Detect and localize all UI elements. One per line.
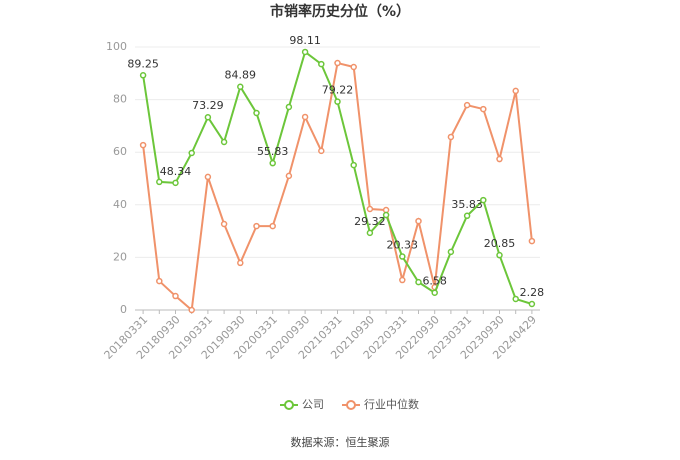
point bbox=[431, 289, 438, 296]
point bbox=[285, 103, 293, 111]
point bbox=[172, 179, 179, 187]
point bbox=[220, 138, 228, 146]
data-label: 55.83 bbox=[257, 145, 289, 158]
point bbox=[253, 109, 260, 117]
point bbox=[318, 60, 325, 68]
point bbox=[220, 220, 228, 228]
data-label: 84.89 bbox=[225, 69, 257, 82]
point bbox=[415, 217, 422, 225]
legend-label: 行业中位数 bbox=[364, 397, 419, 411]
data-label: 89.25 bbox=[127, 57, 159, 70]
point bbox=[350, 63, 357, 71]
point bbox=[237, 259, 244, 267]
point bbox=[350, 161, 357, 169]
point bbox=[463, 101, 471, 109]
point bbox=[480, 105, 487, 113]
y-tick-label: 60 bbox=[113, 145, 127, 158]
point bbox=[188, 149, 195, 157]
point bbox=[172, 292, 179, 300]
point bbox=[301, 113, 309, 121]
point bbox=[399, 276, 406, 284]
legend-marker bbox=[346, 400, 356, 410]
y-tick-label: 20 bbox=[113, 250, 127, 263]
point bbox=[512, 87, 519, 95]
point bbox=[269, 222, 276, 230]
point bbox=[253, 222, 260, 230]
point bbox=[301, 48, 309, 56]
point bbox=[463, 212, 471, 220]
point bbox=[139, 141, 147, 149]
point bbox=[528, 300, 536, 308]
point bbox=[480, 196, 487, 204]
data-label: 73.29 bbox=[192, 99, 224, 112]
point bbox=[447, 133, 455, 141]
y-tick-label: 40 bbox=[113, 198, 127, 211]
chart-title: 市销率历史分位（%） bbox=[270, 3, 410, 20]
point bbox=[269, 159, 276, 167]
point bbox=[156, 178, 163, 186]
y-tick-label: 80 bbox=[113, 93, 127, 106]
data-label: 35.83 bbox=[451, 198, 483, 211]
data-label: 6.58 bbox=[422, 275, 447, 288]
legend-label: 公司 bbox=[302, 398, 324, 411]
point bbox=[188, 306, 195, 314]
point bbox=[496, 251, 503, 259]
point bbox=[447, 248, 455, 256]
point bbox=[399, 253, 406, 260]
point bbox=[156, 277, 163, 285]
point bbox=[512, 295, 519, 303]
point bbox=[204, 113, 212, 121]
point bbox=[496, 155, 503, 163]
data-label: 48.34 bbox=[160, 165, 192, 178]
point bbox=[139, 72, 147, 79]
point bbox=[204, 173, 212, 181]
point bbox=[382, 211, 390, 219]
point bbox=[366, 205, 374, 213]
point bbox=[237, 83, 244, 90]
data-label: 79.22 bbox=[322, 84, 354, 97]
y-tick-label: 100 bbox=[106, 40, 127, 53]
data-label: 98.11 bbox=[289, 34, 321, 47]
point bbox=[318, 147, 325, 155]
point bbox=[334, 59, 341, 67]
source: 数据来源：恒生聚源 bbox=[291, 435, 390, 449]
data-label: 20.33 bbox=[387, 239, 419, 252]
y-tick-label: 0 bbox=[120, 303, 127, 316]
point bbox=[334, 98, 341, 105]
data-label: 29.32 bbox=[354, 215, 386, 228]
data-label: 2.28 bbox=[520, 286, 545, 299]
data-label: 20.85 bbox=[484, 237, 516, 250]
point bbox=[285, 172, 293, 180]
point bbox=[528, 237, 536, 245]
point bbox=[415, 278, 422, 286]
legend-marker bbox=[284, 400, 294, 410]
point bbox=[366, 229, 374, 237]
